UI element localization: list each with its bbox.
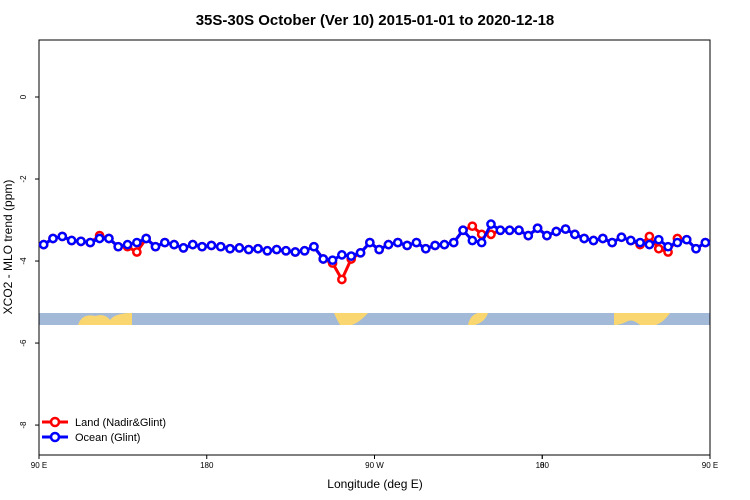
data-point — [448, 237, 459, 248]
data-point — [476, 237, 487, 248]
land-mask — [39, 313, 710, 325]
data-point — [85, 237, 96, 248]
data-point — [402, 240, 412, 251]
data-point — [607, 237, 617, 248]
x-tick-label: 0 — [540, 461, 545, 470]
data-point — [691, 243, 701, 254]
data-point — [132, 237, 142, 248]
y-tick-label: -6 — [19, 339, 28, 347]
data-point — [337, 274, 347, 285]
data-point — [290, 247, 301, 257]
data-point — [150, 241, 161, 252]
data-point — [299, 245, 310, 256]
data-point — [542, 230, 552, 241]
data-point — [625, 235, 636, 246]
data-point — [169, 239, 179, 250]
data-point — [467, 235, 478, 246]
data-point — [635, 237, 645, 248]
x-tick-label: 90 W — [365, 461, 384, 470]
legend-marker — [49, 431, 61, 443]
legend-label: Land (Nadir&Glint) — [75, 417, 166, 429]
data-point — [76, 236, 86, 247]
data-point — [197, 241, 207, 252]
data-point — [420, 243, 431, 254]
data-point — [644, 231, 655, 242]
data-point — [532, 223, 543, 234]
data-point — [597, 233, 608, 244]
data-point — [253, 243, 263, 254]
data-point — [430, 240, 440, 251]
data-point — [458, 225, 468, 236]
data-point — [66, 235, 77, 246]
x-tick-label: 180 — [200, 461, 214, 470]
data-point — [187, 239, 198, 250]
data-point — [48, 233, 58, 244]
data-point — [504, 225, 515, 236]
data-point — [271, 244, 282, 255]
x-axis-label: Longitude (deg E) — [327, 477, 422, 491]
data-point — [439, 239, 450, 250]
legend-label: Ocean (Glint) — [75, 432, 140, 444]
data-point — [672, 237, 683, 248]
y-tick-label: -8 — [19, 421, 28, 429]
data-point — [560, 224, 571, 234]
data-point — [579, 233, 590, 244]
y-axis-label: XCO2 - MLO trend (ppm) — [1, 180, 15, 315]
data-point — [551, 226, 562, 237]
data-point — [383, 239, 394, 250]
data-point — [132, 247, 142, 257]
data-point — [392, 237, 403, 248]
chart-title: 35S-30S October (Ver 10) 2015-01-01 to 2… — [196, 12, 555, 29]
series-line — [42, 224, 707, 283]
data-point — [234, 243, 245, 253]
y-tick-label: 0 — [19, 94, 28, 99]
data-point — [122, 239, 133, 250]
data-point — [346, 251, 357, 261]
x-tick-label: 90 E — [31, 461, 47, 470]
data-point — [653, 243, 664, 254]
data-point — [644, 239, 655, 250]
data-point — [523, 230, 534, 241]
data-point — [262, 245, 273, 256]
data-point — [225, 243, 235, 254]
data-point — [337, 250, 347, 260]
data-point — [38, 239, 49, 250]
data-point — [588, 235, 599, 246]
data-point — [327, 255, 338, 266]
data-point — [616, 232, 627, 243]
data-point — [57, 231, 68, 242]
data-point — [159, 237, 170, 248]
x-tick-label: 90 E — [702, 461, 718, 470]
data-point — [104, 233, 114, 244]
data-point — [281, 245, 291, 256]
data-point — [318, 254, 329, 264]
data-point — [355, 247, 366, 258]
data-point — [653, 234, 664, 245]
data-point — [411, 237, 422, 248]
data-point — [486, 219, 496, 229]
data-point — [681, 234, 692, 245]
legend: Land (Nadir&Glint) Ocean (Glint) — [42, 416, 166, 444]
data-point — [495, 225, 506, 236]
data-point — [206, 240, 217, 251]
data-point — [215, 241, 226, 252]
data-point — [663, 241, 673, 252]
data-point — [141, 233, 152, 244]
x-tick-label: 180 — [536, 461, 550, 470]
data-point — [700, 237, 711, 248]
data-point — [374, 244, 385, 255]
data-point — [467, 221, 478, 232]
data-point — [243, 244, 254, 255]
data-point — [514, 225, 524, 236]
data-point — [113, 241, 124, 252]
legend-marker — [49, 416, 61, 428]
data-point — [94, 233, 105, 244]
y-tick-label: -4 — [19, 257, 28, 265]
data-point — [309, 241, 319, 252]
y-tick-label: -2 — [19, 175, 28, 183]
data-point — [570, 229, 580, 240]
data-point — [178, 243, 189, 253]
data-point — [364, 237, 375, 248]
